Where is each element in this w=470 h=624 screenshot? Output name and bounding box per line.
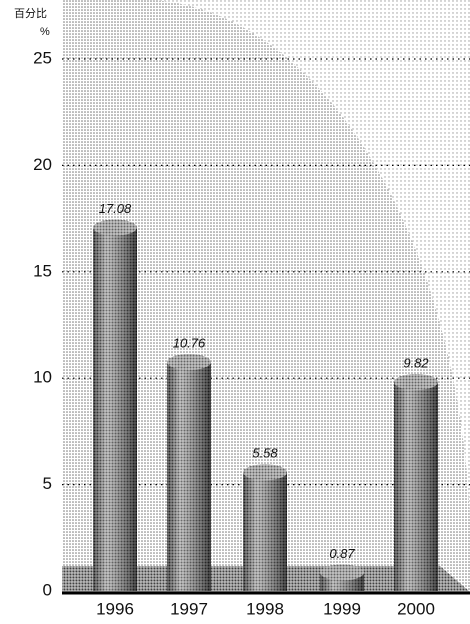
x-tick-label: 1997	[170, 599, 208, 618]
x-tick-label: 1999	[323, 599, 361, 618]
bar	[320, 564, 364, 591]
y-tick-label: 25	[33, 48, 52, 67]
value-label: 5.58	[252, 446, 278, 461]
y-axis-label: 百分比	[14, 7, 47, 20]
value-label: 0.87	[329, 546, 355, 561]
x-tick-label: 1998	[246, 599, 284, 618]
value-label: 9.82	[403, 355, 429, 370]
y-tick-label: 10	[33, 368, 52, 387]
x-tick-label: 2000	[397, 599, 435, 618]
bar	[243, 464, 287, 591]
bar	[93, 219, 137, 591]
y-tick-label: 15	[33, 261, 52, 280]
y-tick-label: 5	[43, 474, 52, 493]
value-label: 17.08	[99, 201, 132, 216]
y-axis-unit: %	[40, 26, 50, 38]
y-tick-label: 0	[43, 580, 52, 599]
y-tick-label: 20	[33, 155, 52, 174]
x-tick-label: 1996	[96, 599, 134, 618]
background-shade	[150, 0, 470, 520]
bar	[167, 354, 211, 591]
bar	[394, 374, 438, 591]
value-label: 10.76	[173, 335, 206, 350]
